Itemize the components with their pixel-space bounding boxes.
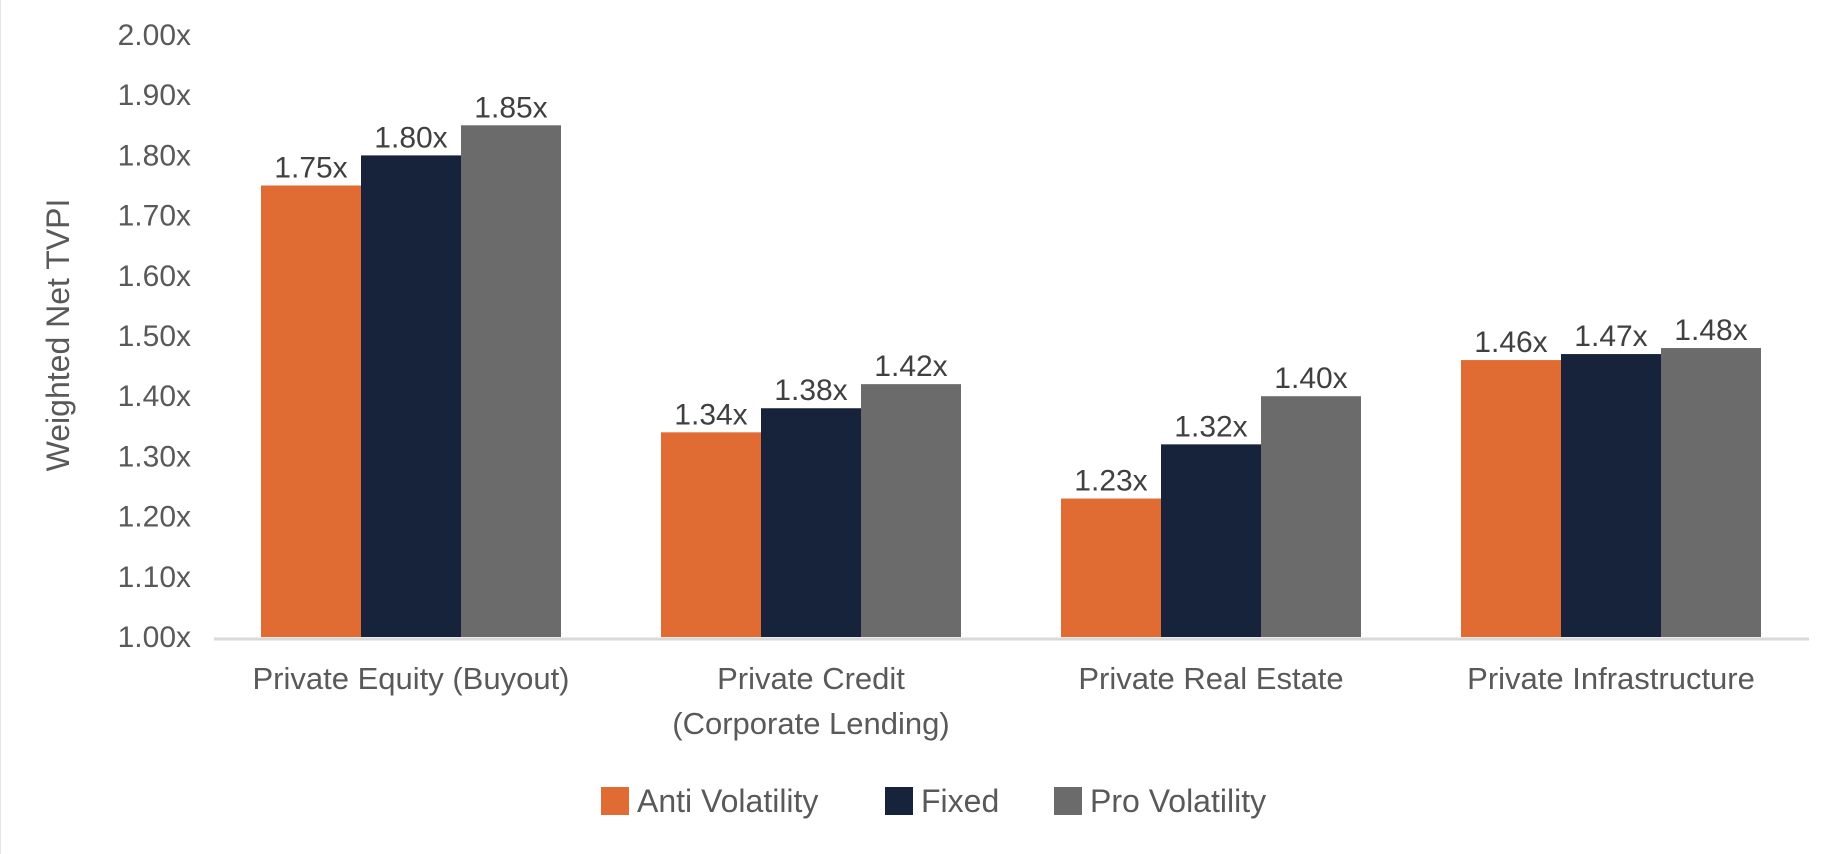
bars-group — [261, 125, 1761, 638]
y-tick-label: 1.30x — [118, 440, 191, 473]
y-tick-label: 1.50x — [118, 320, 191, 353]
bar — [1461, 360, 1561, 637]
y-axis-ticks: 1.00x 1.10x 1.20x 1.30x 1.40x 1.50x 1.60x 1.70x… — [118, 19, 191, 654]
bar — [1161, 444, 1261, 637]
y-tick-label: 1.80x — [118, 139, 191, 172]
legend-label: Pro Volatility — [1090, 783, 1266, 819]
data-label: 1.40x — [1274, 362, 1347, 395]
bar — [761, 408, 861, 637]
data-labels-group: 1.75x 1.34x 1.23x 1.46x 1.80x 1.38x 1.32x 1.47x… — [274, 91, 1747, 497]
x-category-label: Private Credit — [717, 661, 905, 696]
x-category-label: Private Real Estate — [1078, 661, 1343, 696]
y-tick-label: 1.40x — [118, 380, 191, 413]
bar — [361, 155, 461, 637]
bar — [1661, 348, 1761, 637]
bar — [661, 432, 761, 637]
y-tick-label: 1.90x — [118, 79, 191, 112]
y-tick-label: 2.00x — [118, 19, 191, 52]
y-tick-label: 1.60x — [118, 260, 191, 293]
legend-label: Fixed — [921, 783, 999, 819]
bar — [1061, 498, 1161, 637]
data-label: 1.34x — [674, 398, 747, 431]
data-label: 1.42x — [874, 350, 947, 383]
bar — [261, 185, 361, 637]
bar — [1261, 396, 1361, 637]
legend: Anti Volatility Fixed Pro Volatility — [601, 783, 1266, 819]
data-label: 1.23x — [1074, 465, 1147, 498]
data-label: 1.80x — [374, 121, 447, 154]
x-axis-category-labels: Private Equity (Buyout) Private Credit (Co… — [252, 661, 1754, 741]
x-category-label: (Corporate Lending) — [672, 706, 949, 741]
y-tick-label: 1.10x — [118, 561, 191, 594]
y-tick-label: 1.00x — [118, 621, 191, 654]
data-label: 1.46x — [1474, 326, 1547, 359]
y-axis-title: Weighted Net TVPI — [40, 199, 76, 472]
y-tick-label: 1.20x — [118, 501, 191, 534]
data-label: 1.32x — [1174, 410, 1247, 443]
x-category-label: Private Equity (Buyout) — [252, 661, 569, 696]
bar — [461, 125, 561, 638]
legend-swatch — [601, 787, 629, 815]
data-label: 1.38x — [774, 374, 847, 407]
legend-swatch — [885, 787, 913, 815]
legend-label: Anti Volatility — [637, 783, 818, 819]
data-label: 1.85x — [474, 91, 547, 124]
x-category-label: Private Infrastructure — [1467, 661, 1755, 696]
data-label: 1.75x — [274, 152, 347, 185]
bar — [1561, 354, 1661, 637]
data-label: 1.48x — [1674, 314, 1747, 347]
bar — [861, 384, 961, 637]
y-tick-label: 1.70x — [118, 200, 191, 233]
data-label: 1.47x — [1574, 320, 1647, 353]
legend-swatch — [1054, 787, 1082, 815]
